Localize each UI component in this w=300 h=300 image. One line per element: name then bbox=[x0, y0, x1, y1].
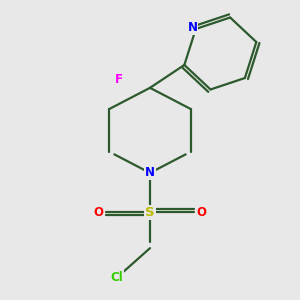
Text: F: F bbox=[115, 73, 123, 86]
Text: N: N bbox=[145, 167, 155, 179]
Text: S: S bbox=[145, 206, 155, 219]
Text: Cl: Cl bbox=[110, 271, 123, 284]
Text: N: N bbox=[188, 21, 197, 34]
Text: O: O bbox=[196, 206, 206, 219]
Text: O: O bbox=[94, 206, 103, 219]
